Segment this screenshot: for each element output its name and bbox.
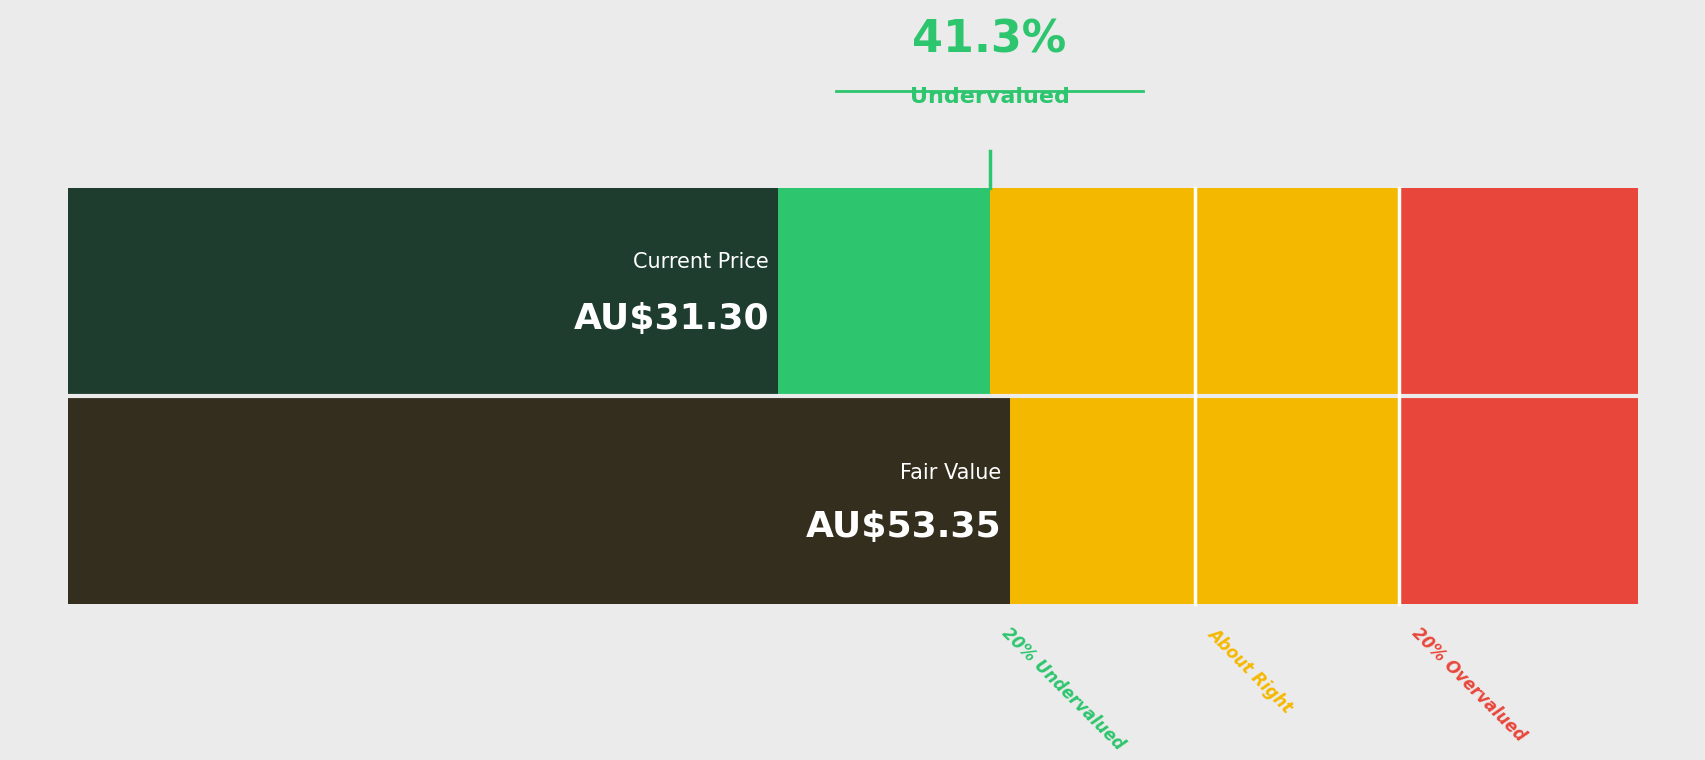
Text: Undervalued: Undervalued	[909, 87, 1069, 107]
Text: Current Price: Current Price	[633, 252, 769, 272]
Text: Fair Value: Fair Value	[900, 464, 1001, 483]
Text: AU$53.35: AU$53.35	[805, 510, 1001, 544]
Bar	[68, 188, 989, 604]
Text: 41.3%: 41.3%	[912, 19, 1066, 62]
Bar	[1398, 188, 1637, 604]
Bar	[68, 188, 777, 396]
Text: About Right: About Right	[1204, 625, 1294, 717]
Bar	[1195, 188, 1398, 604]
Text: AU$31.30: AU$31.30	[573, 302, 769, 336]
Bar	[989, 188, 1195, 604]
Text: 20% Undervalued: 20% Undervalued	[997, 625, 1127, 754]
Bar	[68, 396, 1009, 604]
Text: 20% Overvalued: 20% Overvalued	[1407, 625, 1528, 746]
